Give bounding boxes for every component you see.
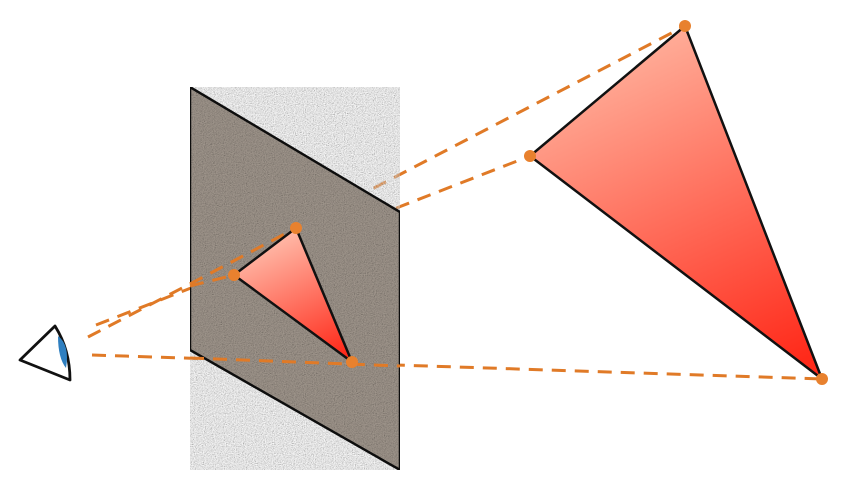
projection-ray-bottom-front — [189, 356, 401, 368]
eye-icon — [18, 324, 72, 382]
projected-vertex-left — [228, 269, 240, 281]
projected-vertex-bottom — [346, 356, 358, 368]
projection-rays-front — [189, 226, 401, 368]
object-vertex-bottom — [816, 373, 828, 385]
projected-vertex-top — [290, 222, 302, 234]
vertex-markers — [228, 20, 828, 385]
eye-iris — [58, 336, 67, 368]
projection-ray-left-front — [189, 273, 235, 288]
object-vertex-top — [679, 20, 691, 32]
projection-ray-top — [87, 24, 686, 339]
projection-ray-top-front — [189, 226, 297, 286]
object-vertex-left — [524, 150, 536, 162]
object-triangle — [528, 24, 824, 381]
projected-triangle — [232, 226, 354, 364]
